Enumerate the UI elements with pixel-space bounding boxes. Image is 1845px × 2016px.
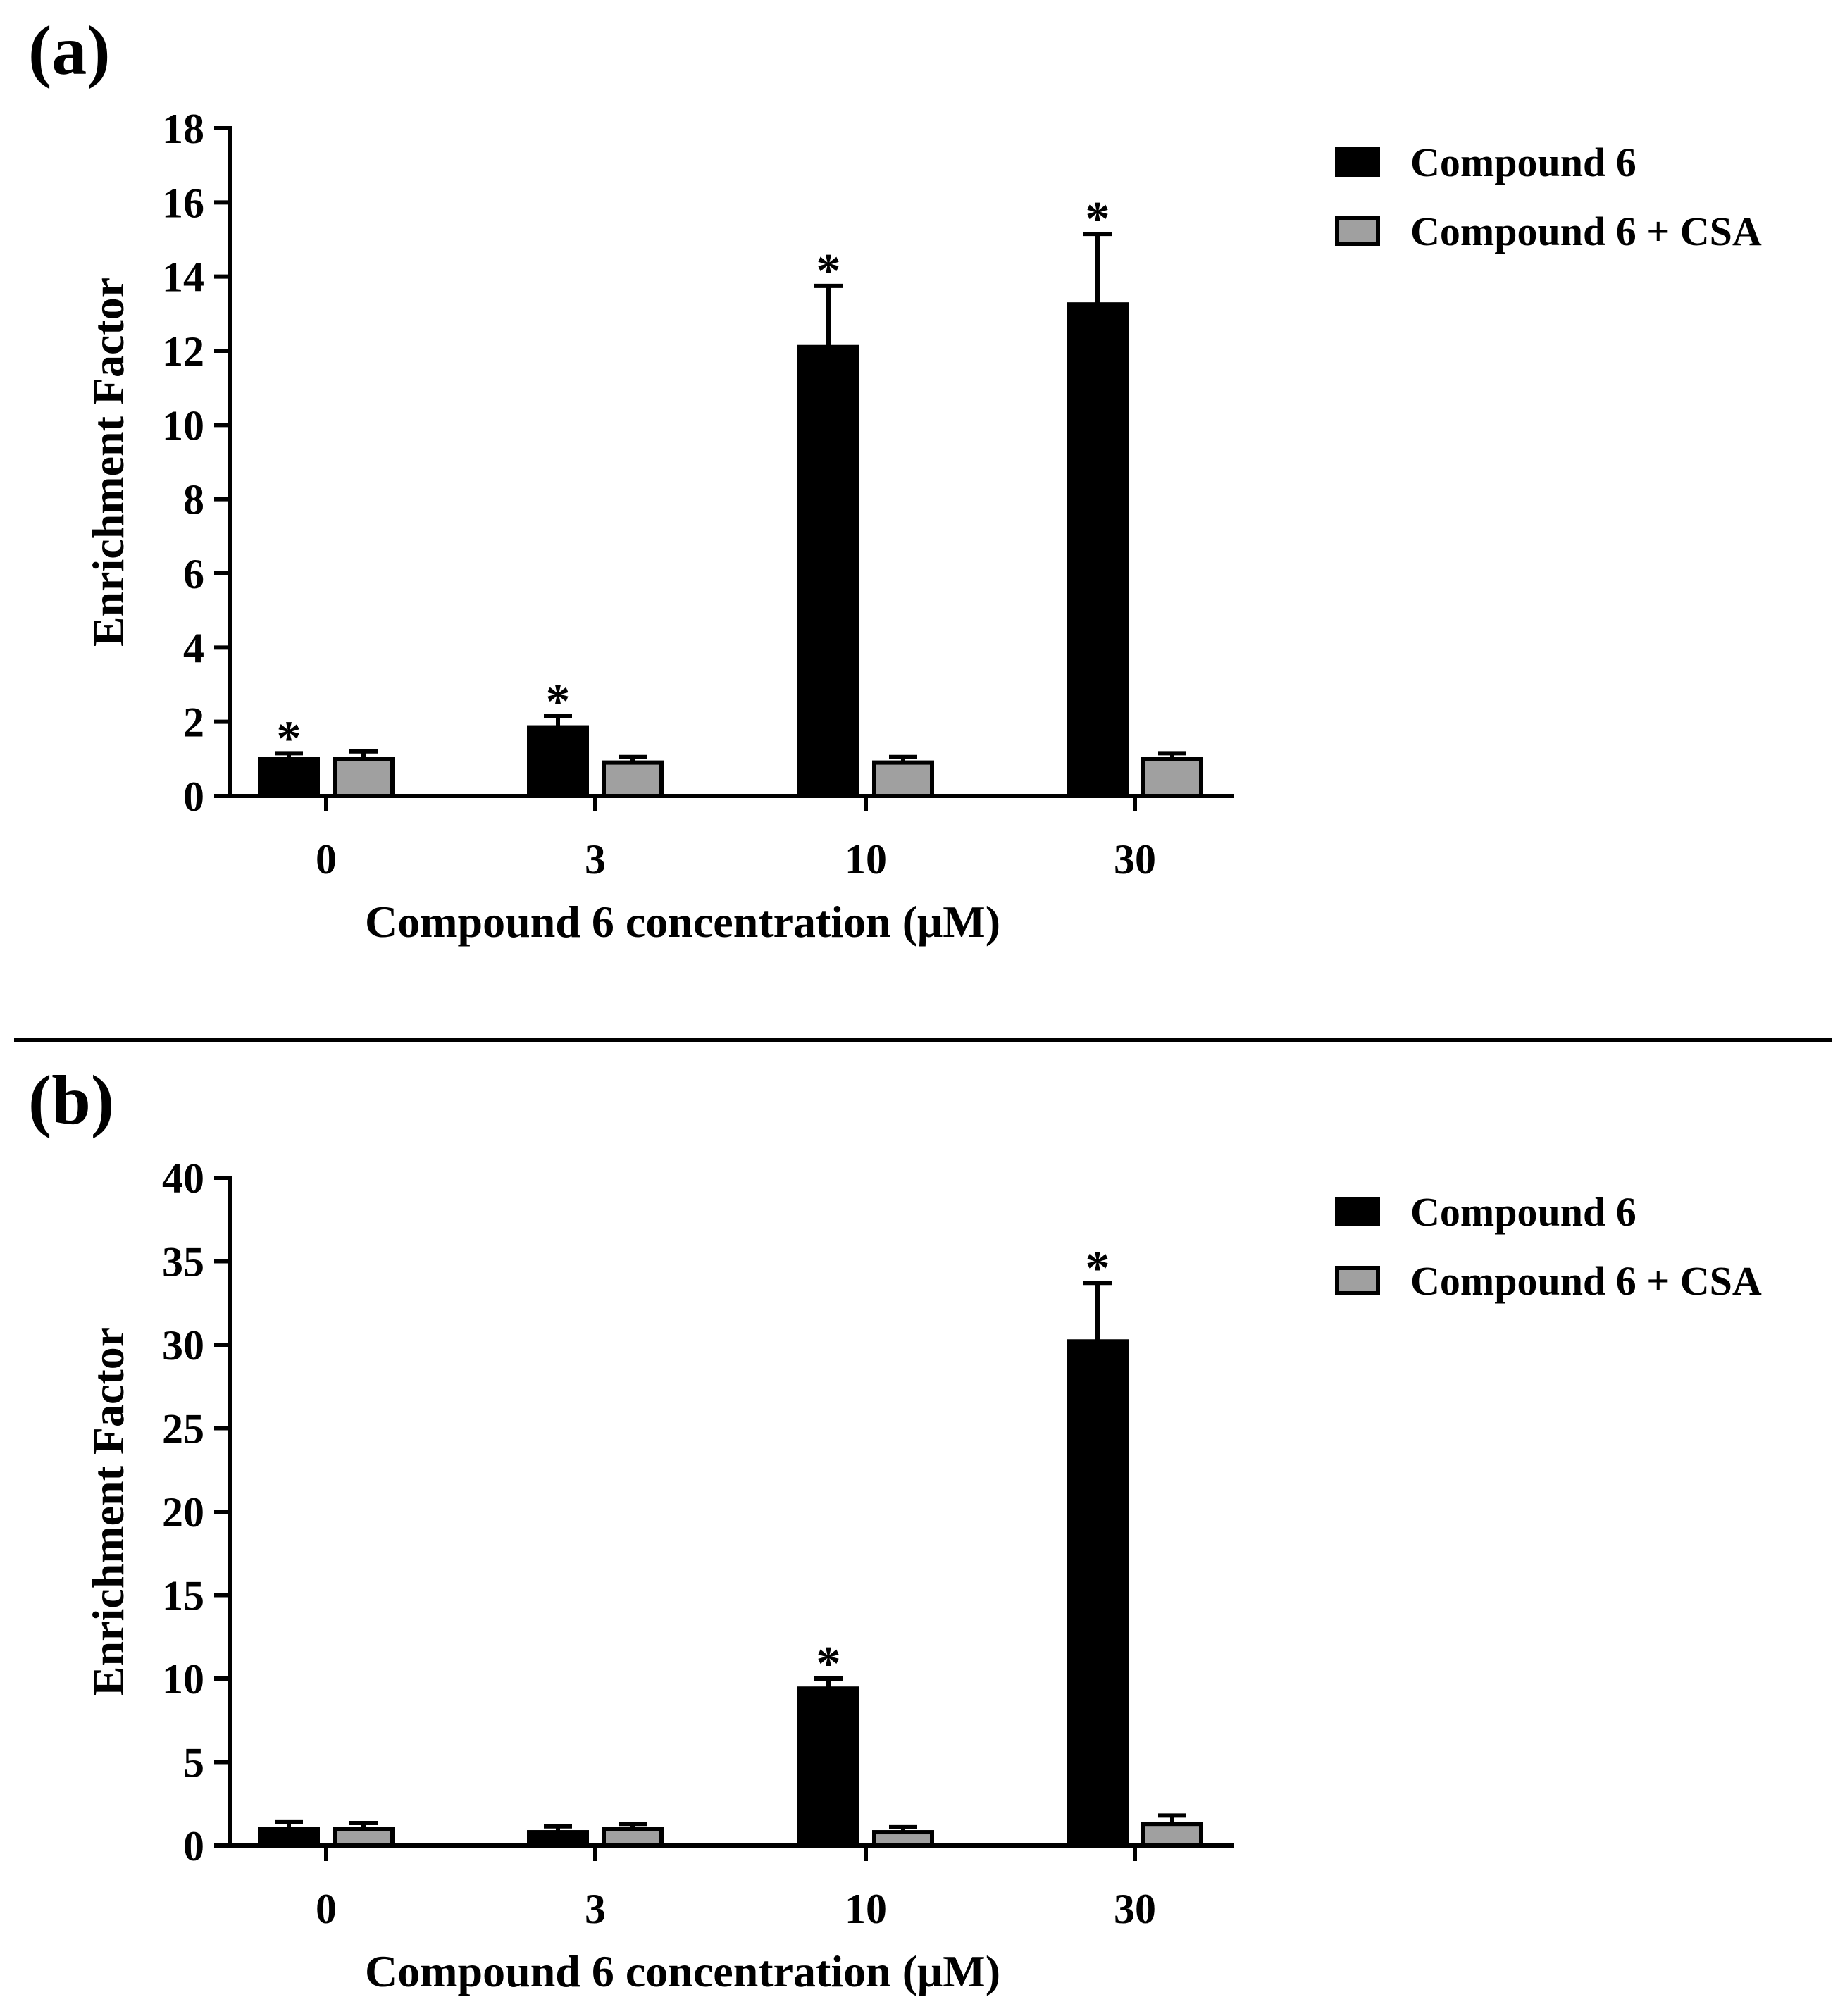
bar-compound-6-csa	[602, 760, 664, 798]
significance-star: *	[546, 675, 571, 729]
y-tick-label: 5	[183, 1740, 204, 1786]
x-axis-title: Compound 6 concentration (μM)	[365, 1946, 1000, 1996]
x-tick-label: 30	[1114, 1886, 1156, 1932]
y-tick-label: 35	[162, 1239, 204, 1286]
y-tick-label: 2	[183, 699, 204, 746]
significance-star: *	[816, 244, 841, 299]
x-axis-title: Compound 6 concentration (μM)	[365, 897, 1000, 947]
x-tick-label: 0	[316, 1886, 337, 1932]
bar-compound-6	[797, 1686, 859, 1848]
legend-label: Compound 6	[1410, 139, 1636, 185]
bar-compound-6	[1067, 1339, 1129, 1848]
y-tick-label: 6	[183, 551, 204, 597]
y-tick-label: 16	[162, 180, 204, 226]
legend-label: Compound 6 + CSA	[1410, 1258, 1762, 1304]
legend-label: Compound 6 + CSA	[1410, 209, 1762, 254]
legend-swatch	[1335, 147, 1380, 177]
significance-star: *	[277, 711, 302, 766]
y-axis-title: Enrichment Factor	[83, 278, 133, 647]
significance-star: *	[1086, 1241, 1110, 1295]
panel-label: (b)	[28, 1061, 114, 1139]
y-tick-label: 4	[183, 625, 204, 671]
significance-star: *	[816, 1637, 841, 1691]
legend-label: Compound 6	[1410, 1189, 1636, 1235]
x-tick-label: 10	[845, 1886, 887, 1932]
bar-compound-6	[1067, 302, 1129, 798]
panel-b: (b) 0 5 10 15 20 25 30 35 40 0 3 10 30 Compound 6 conc…	[28, 1061, 1762, 1996]
bar-compound-6-csa	[333, 1827, 395, 1848]
x-tick-label: 3	[585, 1886, 606, 1932]
y-tick-label: 10	[162, 402, 204, 449]
legend-swatch	[1335, 216, 1380, 246]
y-tick-label: 14	[162, 254, 204, 301]
bar-compound-6-csa	[602, 1827, 664, 1848]
bar-compound-6-csa	[1141, 1822, 1203, 1848]
y-tick-label: 20	[162, 1489, 204, 1536]
bar-compound-6	[258, 757, 320, 799]
y-tick-label: 0	[183, 773, 204, 820]
y-tick-label: 0	[183, 1823, 204, 1869]
bar-compound-6	[797, 344, 859, 798]
y-tick-label: 8	[183, 477, 204, 523]
bar-compound-6-csa	[333, 757, 395, 799]
significance-star: *	[1086, 192, 1110, 247]
y-tick-label: 15	[162, 1573, 204, 1619]
y-tick-label: 12	[162, 328, 204, 375]
y-axis-title: Enrichment Factor	[83, 1327, 133, 1696]
y-tick-label: 18	[162, 106, 204, 152]
bar-compound-6	[258, 1827, 320, 1848]
bar-compound-6	[527, 725, 589, 798]
y-tick-label: 30	[162, 1322, 204, 1369]
legend-swatch	[1335, 1197, 1380, 1226]
bar-compound-6-csa	[872, 760, 934, 798]
x-tick-label: 3	[585, 836, 606, 883]
bar-compound-6-csa	[872, 1830, 934, 1848]
x-tick-label: 0	[316, 836, 337, 883]
x-tick-label: 30	[1114, 836, 1156, 883]
bar-compound-6-csa	[1141, 757, 1203, 799]
y-tick-label: 40	[162, 1155, 204, 1202]
panel-label: (a)	[28, 11, 111, 89]
y-tick-label: 25	[162, 1406, 204, 1452]
x-tick-label: 10	[845, 836, 887, 883]
legend-swatch	[1335, 1266, 1380, 1295]
panel-a: (a) 0 2 4 6 8 10 12 14 16 18 0 3 10 30 Compound 6 conce…	[28, 11, 1762, 947]
bar-compound-6	[527, 1830, 589, 1848]
y-tick-label: 10	[162, 1656, 204, 1703]
